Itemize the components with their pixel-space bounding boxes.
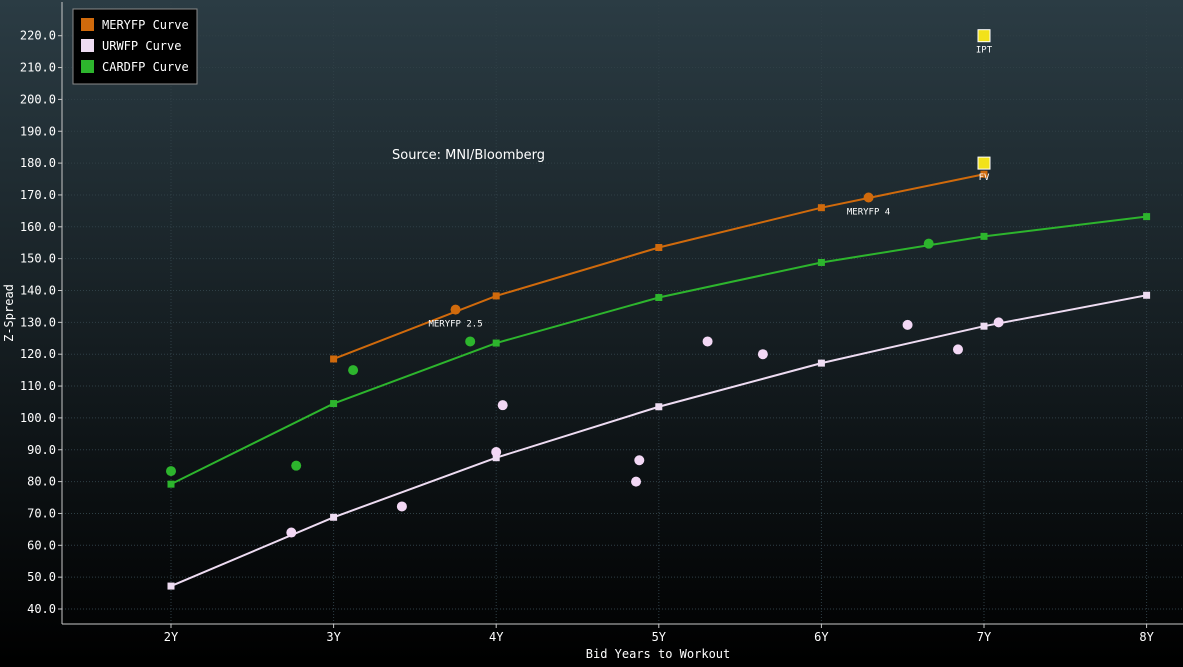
cardfp-curve-marker	[167, 480, 175, 488]
urwfp-bond-point	[396, 501, 407, 512]
cardfp-curve-marker	[330, 400, 338, 408]
axes: 40.0 50.0 60.0 70.0 80.0 90.0 100.0 110.0 120.0 1…	[20, 2, 1183, 644]
y-tick-label: 40.0	[27, 602, 56, 616]
urwfp-bond-point	[497, 400, 508, 411]
y-tick-label: 170.0	[20, 188, 56, 202]
urwfp-curve-marker	[980, 322, 988, 330]
urwfp-curve-legend-label: URWFP Curve	[102, 39, 181, 53]
meryfp-curve-legend-label: MERYFP Curve	[102, 18, 189, 32]
meryfp-curve-marker	[817, 204, 825, 212]
urwfp-bond-point	[491, 446, 502, 457]
y-tick-label: 120.0	[20, 347, 56, 361]
x-axis-title: Bid Years to Workout	[586, 647, 731, 661]
y-tick-label: 100.0	[20, 411, 56, 425]
y-tick-label: 220.0	[20, 29, 56, 43]
x-tick-label: 2Y	[164, 630, 179, 644]
cardfp-bond-point	[348, 365, 359, 376]
y-axis-title: Z-Spread	[2, 284, 16, 342]
markers: IPT FV	[976, 29, 993, 183]
cardfp-curve-legend-label: CARDFP Curve	[102, 60, 189, 74]
urwfp-curve-marker	[655, 403, 663, 411]
urwfp-curve-marker	[167, 582, 175, 590]
curves	[167, 170, 1151, 590]
urwfp-bond-point	[634, 455, 645, 466]
cardfp-bond-point	[923, 238, 934, 249]
urwfp-bond-point	[902, 319, 913, 330]
y-tick-label: 110.0	[20, 379, 56, 393]
cardfp-bond-point	[166, 466, 176, 477]
meryfp-curve-marker	[980, 170, 988, 178]
point-labels: MERYFP 2.5 MERYFP 4	[428, 207, 890, 329]
y-tick-label: 80.0	[27, 475, 56, 489]
point-label: MERYFP 4	[847, 207, 890, 217]
cardfp-curve-marker	[980, 232, 988, 240]
y-tick-label: 150.0	[20, 252, 56, 266]
meryfp-bond-point	[450, 304, 461, 315]
urwfp-curve-marker	[492, 454, 500, 462]
urwfp-bond-point	[993, 317, 1004, 328]
x-tick-label: 4Y	[489, 630, 504, 644]
y-tick-label: 90.0	[27, 443, 56, 457]
urwfp-bond-point	[702, 336, 713, 347]
y-tick-label: 70.0	[27, 506, 56, 520]
y-tick-label: 200.0	[20, 92, 56, 106]
urwfp-curve-marker	[1143, 291, 1151, 299]
y-tick-label: 130.0	[20, 315, 56, 329]
y-tick-label: 60.0	[27, 538, 56, 552]
urwfp-bond-point	[757, 349, 768, 360]
ipt-label: IPT	[976, 46, 993, 56]
cardfp-curve-marker	[1143, 213, 1151, 221]
y-tick-label: 160.0	[20, 220, 56, 234]
urwfp-bond-point	[631, 476, 642, 487]
meryfp-curve-marker	[492, 292, 500, 300]
y-tick-label: 190.0	[20, 124, 56, 138]
cardfp-curve-legend-swatch	[81, 60, 94, 73]
y-tick-label: 180.0	[20, 156, 56, 170]
urwfp-curve-legend-swatch	[81, 39, 94, 52]
fv-marker	[977, 156, 991, 170]
bond-points	[166, 192, 1004, 538]
x-tick-label: 6Y	[814, 630, 829, 644]
cardfp-bond-point	[465, 336, 476, 347]
y-tick-label: 140.0	[20, 284, 56, 298]
x-tick-label: 8Y	[1139, 630, 1154, 644]
y-tick-label: 210.0	[20, 61, 56, 75]
x-tick-label: 5Y	[652, 630, 667, 644]
grid	[62, 2, 1183, 624]
ipt-marker	[977, 29, 991, 43]
urwfp-curve-marker	[330, 513, 338, 521]
meryfp-curve-marker	[330, 355, 338, 363]
cardfp-curve-marker	[492, 339, 500, 347]
x-tick-label: 3Y	[326, 630, 341, 644]
cardfp-bond-point	[291, 460, 302, 471]
urwfp-bond-point	[286, 527, 297, 538]
legend: MERYFP Curve URWFP Curve CARDFP Curve	[72, 8, 198, 85]
source-note: Source: MNI/Bloomberg	[392, 148, 545, 163]
y-tick-label: 50.0	[27, 570, 56, 584]
cardfp-curve-marker	[655, 294, 663, 302]
point-label: MERYFP 2.5	[428, 320, 482, 330]
meryfp-bond-point	[863, 192, 874, 203]
meryfp-curve-marker	[655, 244, 663, 252]
fv-label: FV	[979, 173, 990, 183]
cardfp-curve-marker	[817, 258, 825, 266]
urwfp-curve-marker	[817, 359, 825, 367]
urwfp-bond-point	[952, 344, 963, 355]
meryfp-curve-legend-swatch	[81, 18, 94, 31]
x-tick-label: 7Y	[977, 630, 992, 644]
